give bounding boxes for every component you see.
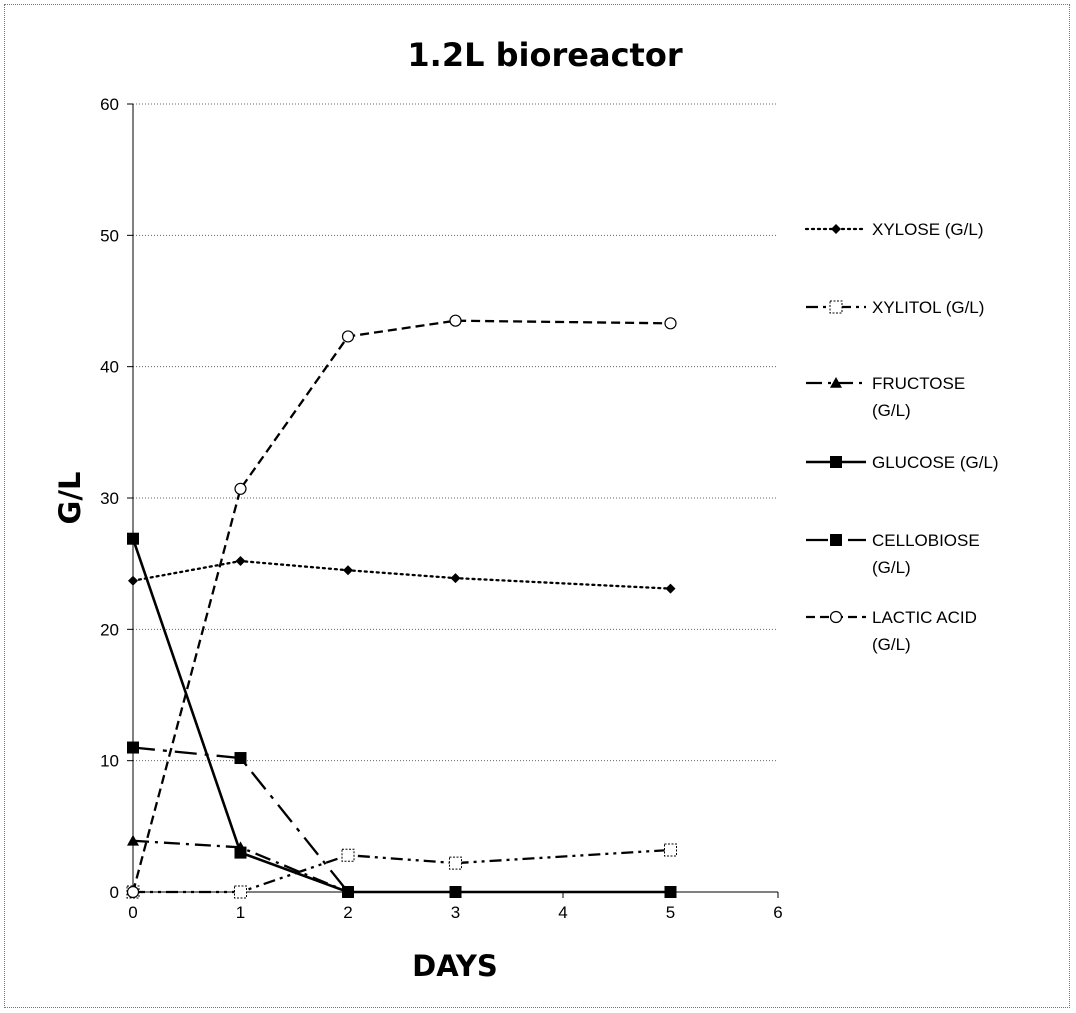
y-axis-title: G/L [53,472,87,525]
legend-item-3: GLUCOSE (G/L) [806,453,999,472]
legend-label: LACTIC ACID [872,608,977,627]
legend-marker [830,377,842,388]
legend-label: GLUCOSE (G/L) [872,453,999,472]
data-point [235,556,246,567]
y-tick-labels: 0 10 20 30 40 50 60 [100,95,119,902]
data-point [449,886,462,898]
y-tick-label: 0 [110,883,119,902]
axes [132,104,779,898]
legend-label: XYLITOL (G/L) [872,298,984,317]
x-tick-label: 6 [773,903,782,922]
gridlines [127,103,778,893]
legend-marker [830,534,842,546]
series-3 [127,532,677,898]
y-tick-label: 50 [100,226,119,245]
series-0 [128,556,676,594]
data-point [664,886,677,898]
legend-item-2: FRUCTOSE (G/L) [806,374,965,420]
data-point [127,834,139,846]
data-point [450,573,461,584]
chart-frame [4,4,1070,1008]
data-point [234,846,247,859]
x-tick-label: 4 [558,903,567,922]
data-point [127,741,139,754]
data-point [126,885,140,899]
data-point [127,532,139,545]
x-axis-title: DAYS [412,949,498,983]
legend-marker [829,300,843,314]
data-point [234,482,247,495]
series-4 [127,741,354,898]
data-point [234,752,247,765]
legend-item-4: CELLOBIOSE (G/L) [806,531,980,577]
data-point [449,856,462,870]
series-1 [126,843,677,899]
y-tick-label: 40 [100,358,119,377]
x-tick-label: 0 [128,903,137,922]
x-tick-label: 2 [343,903,352,922]
legend-item-5: LACTIC ACID (G/L) [806,608,977,654]
data-point [234,885,247,899]
legend-label: (G/L) [872,635,911,654]
y-tick-label: 10 [100,752,119,771]
series-line [131,319,671,893]
series-line [131,559,672,590]
legend-label: (G/L) [872,558,911,577]
chart-title: 1.2L bioreactor [407,36,682,74]
legend-item-0: XYLOSE (G/L) [804,220,983,239]
legend-label: FRUCTOSE [872,374,965,393]
legend-label: (G/L) [872,401,911,420]
data-point [449,314,462,327]
legend-marker [831,224,841,234]
x-tick-label: 3 [451,903,460,922]
series-line [133,848,671,894]
legend-marker [829,610,843,624]
series-line [132,746,349,893]
legend-label: XYLOSE (G/L) [872,220,983,239]
data-point [128,575,138,586]
data-point [664,317,677,330]
data-point [343,565,353,576]
legend: XYLOSE (G/L) XYLITOL (G/L) FRUCTOSE (G/L) GL… [804,220,999,654]
series-5 [126,314,677,899]
data-point [341,848,355,862]
legend-label: CELLOBIOSE [872,531,980,550]
x-tick-label: 5 [666,903,675,922]
data-point [342,886,354,898]
legend-item-1: XYLITOL (G/L) [806,298,984,317]
y-tick-label: 60 [100,95,119,114]
data-point [665,583,676,594]
series-layer [126,314,677,899]
y-tick-label: 30 [100,489,119,508]
data-point [664,843,677,857]
y-tick-label: 20 [100,620,119,639]
legend-marker [830,456,842,468]
x-tick-label: 1 [236,903,245,922]
data-point [341,330,355,343]
x-tick-labels: 0 1 2 3 4 5 6 [128,903,782,922]
